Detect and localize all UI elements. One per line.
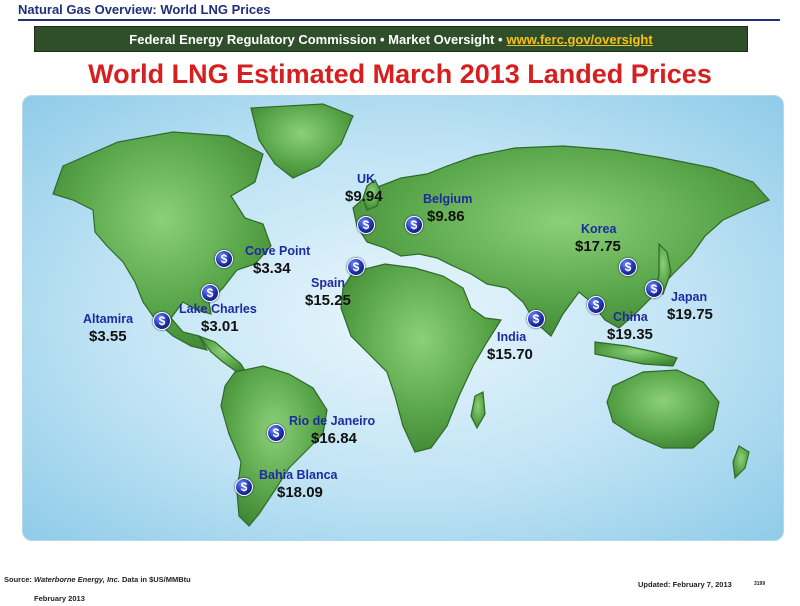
location-label-korea: Korea — [581, 222, 617, 236]
source-note: Source: Waterborne Energy, Inc. Data in … — [4, 575, 191, 584]
africa — [340, 263, 503, 453]
eurasia — [352, 145, 771, 337]
source-label: Source: — [4, 575, 32, 584]
location-price-spain: $15.25 — [305, 292, 351, 309]
australia — [606, 369, 720, 449]
location-price-uk: $9.94 — [345, 188, 383, 205]
report-date: February 2013 — [34, 594, 85, 603]
dollar-icon[interactable]: $ — [201, 284, 219, 302]
greenland — [250, 103, 354, 179]
indonesia — [594, 341, 678, 367]
location-label-rio-de-janeiro: Rio de Janeiro — [289, 414, 376, 428]
dollar-icon[interactable]: $ — [267, 424, 285, 442]
madagascar — [470, 391, 486, 430]
banner-text: Federal Energy Regulatory Commission • M… — [129, 31, 503, 47]
location-label-spain: Spain — [311, 276, 346, 290]
location-label-china: China — [613, 310, 648, 324]
page-header-title: Natural Gas Overview: World LNG Prices — [18, 2, 271, 17]
dollar-icon[interactable]: $ — [357, 216, 375, 234]
location-price-altamira: $3.55 — [89, 328, 127, 345]
location-label-altamira: Altamira — [83, 312, 134, 326]
updated-date: Updated: February 7, 2013 — [638, 580, 732, 589]
location-label-belgium: Belgium — [423, 192, 473, 206]
uk-island — [362, 179, 382, 211]
dollar-icon[interactable]: $ — [405, 216, 423, 234]
dollar-icon[interactable]: $ — [235, 478, 253, 496]
oversight-link[interactable]: www.ferc.gov/oversight — [506, 31, 653, 47]
agency-banner: Federal Energy Regulatory Commission • M… — [34, 26, 748, 52]
slide-code: 3199 — [754, 581, 766, 587]
location-label-japan: Japan — [671, 290, 708, 304]
dollar-icon[interactable]: $ — [645, 280, 663, 298]
data-units-note: Data in $US/MMBtu — [121, 575, 191, 584]
central-america — [197, 334, 249, 375]
location-price-lake-charles: $3.01 — [201, 318, 239, 335]
dollar-icon[interactable]: $ — [619, 258, 637, 276]
location-price-belgium: $9.86 — [427, 208, 465, 225]
header-divider — [18, 19, 780, 21]
location-label-india: India — [497, 330, 527, 344]
location-price-bahia-blanca: $18.09 — [277, 484, 323, 501]
location-price-india: $15.70 — [487, 346, 533, 363]
dollar-icon[interactable]: $ — [347, 258, 365, 276]
world-landmass — [52, 103, 771, 527]
location-price-japan: $19.75 — [667, 306, 713, 323]
dollar-icon[interactable]: $ — [587, 296, 605, 314]
dollar-icon[interactable]: $ — [527, 310, 545, 328]
new-zealand — [732, 445, 750, 480]
source-name: Waterborne Energy, Inc. — [34, 575, 120, 584]
dollar-icon[interactable]: $ — [153, 312, 171, 330]
location-label-uk: UK — [357, 172, 376, 186]
world-map: $ $ $ $ $ $ $ $ $ $ $ $ UK $9.94 Belgium… — [22, 95, 784, 541]
location-price-cove-point: $3.34 — [253, 260, 291, 277]
location-price-china: $19.35 — [607, 326, 653, 343]
north-america — [52, 131, 272, 351]
dollar-icon[interactable]: $ — [215, 250, 233, 268]
location-price-korea: $17.75 — [575, 238, 621, 255]
location-label-bahia-blanca: Bahia Blanca — [259, 468, 338, 482]
location-label-cove-point: Cove Point — [245, 244, 311, 258]
location-price-rio-de-janeiro: $16.84 — [311, 430, 357, 447]
location-label-lake-charles: Lake Charles — [179, 302, 257, 316]
map-title: World LNG Estimated March 2013 Landed Pr… — [88, 59, 712, 89]
